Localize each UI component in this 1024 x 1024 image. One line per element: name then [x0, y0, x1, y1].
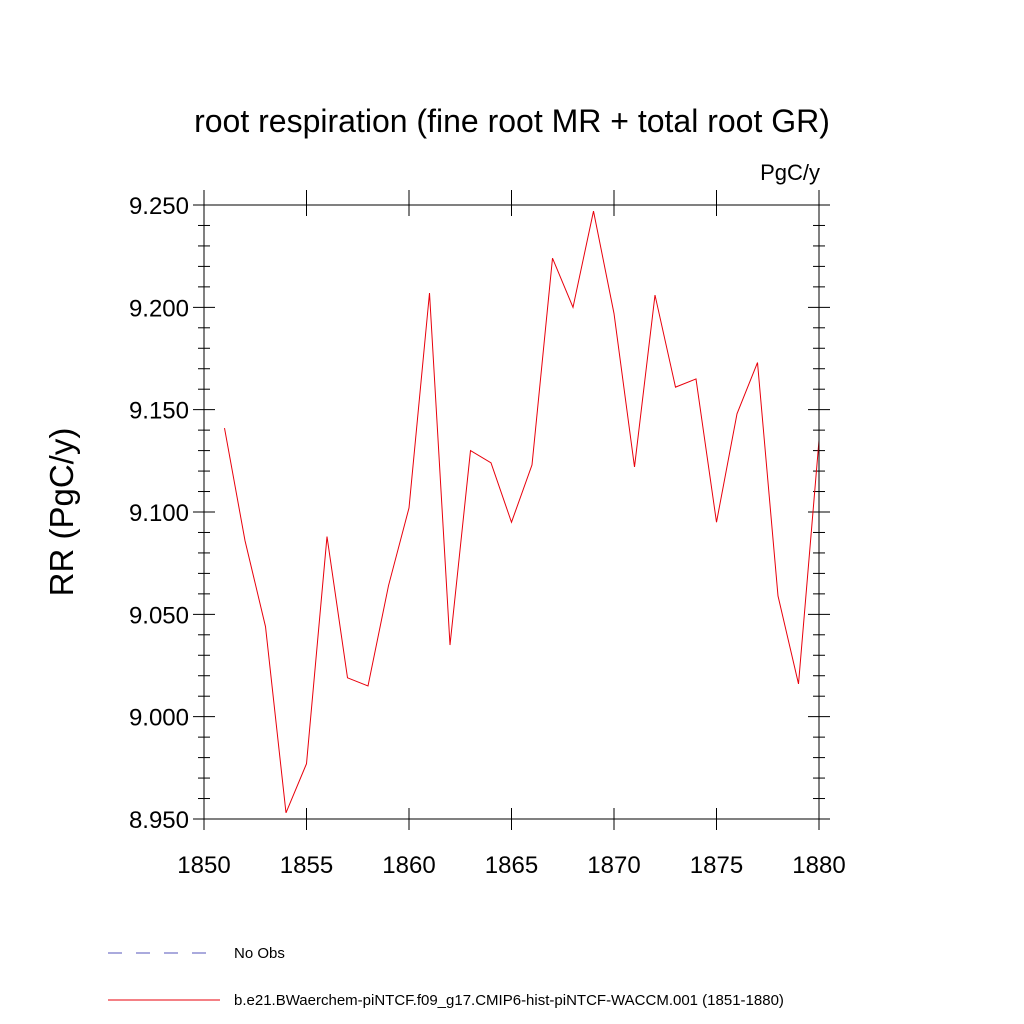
y-tick-label: 9.150: [129, 398, 189, 425]
y-tick-label: 9.000: [129, 705, 189, 732]
units-label: PgC/y: [760, 160, 820, 185]
y-axis-label: RR (PgC/y): [43, 428, 80, 597]
x-tick-label: 1850: [177, 852, 230, 879]
axis-ticks: [193, 190, 830, 830]
plot-frame: [203, 204, 820, 820]
chart-title: root respiration (fine root MR + total r…: [194, 103, 830, 139]
legend-label-model-run: b.e21.BWaerchem-piNTCF.f09_g17.CMIP6-his…: [234, 992, 784, 1009]
x-tick-label: 1880: [792, 852, 845, 879]
x-tick-label: 1855: [280, 852, 333, 879]
y-tick-label: 9.100: [129, 500, 189, 527]
x-tick-label: 1870: [587, 852, 640, 879]
x-tick-label: 1875: [690, 852, 743, 879]
x-tick-label: 1860: [382, 852, 435, 879]
series-line-0: [224, 211, 820, 814]
x-tick-label: 1865: [485, 852, 538, 879]
axis-tick-labels: 8.950 9.000 9.050 9.100 9.150 9.200 9.250 1850 1…: [129, 193, 846, 879]
y-tick-label: 9.250: [129, 193, 189, 220]
legend-label-no-obs: No Obs: [234, 945, 285, 962]
series-lines: [224, 211, 820, 814]
legend: No Obs b.e21.BWaerchem-piNTCF.f09_g17.CM…: [108, 945, 784, 1009]
y-tick-label: 9.200: [129, 295, 189, 322]
y-tick-label: 9.050: [129, 602, 189, 629]
y-tick-label: 8.950: [129, 807, 189, 834]
